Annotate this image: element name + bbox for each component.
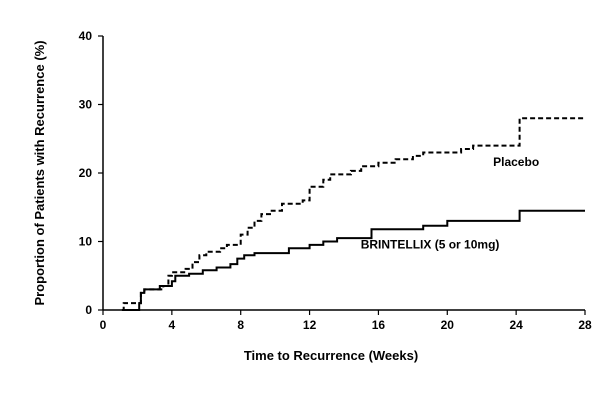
series-lines [121,117,585,311]
x-axis-title: Time to Recurrence (Weeks) [244,348,418,363]
x-tick-label: 28 [578,318,592,332]
y-tick-label: 0 [85,303,92,317]
y-tick-label: 40 [79,29,93,43]
y-tick-label: 10 [79,235,93,249]
x-tick-label: 0 [100,318,107,332]
x-tick-label: 20 [441,318,455,332]
x-tick-label: 24 [509,318,523,332]
series-label-placebo: Placebo [493,155,539,169]
x-tick-label: 12 [303,318,317,332]
ticks: 0 4 8 12 16 20 24 28 0 10 20 30 40 [79,29,592,332]
series-label-brintellix: BRINTELLIX (5 or 10mg) [361,237,500,251]
axes [102,36,585,311]
y-tick-label: 30 [79,98,93,112]
x-tick-label: 16 [372,318,386,332]
series-labels: Placebo BRINTELLIX (5 or 10mg) [361,155,539,251]
y-axis-title: Proportion of Patients with Recurrence (… [32,40,47,305]
series-line-brintellix [123,209,585,311]
series-line-placebo [121,117,585,311]
x-tick-label: 4 [169,318,176,332]
x-tick-label: 8 [237,318,244,332]
y-tick-label: 20 [79,166,93,180]
